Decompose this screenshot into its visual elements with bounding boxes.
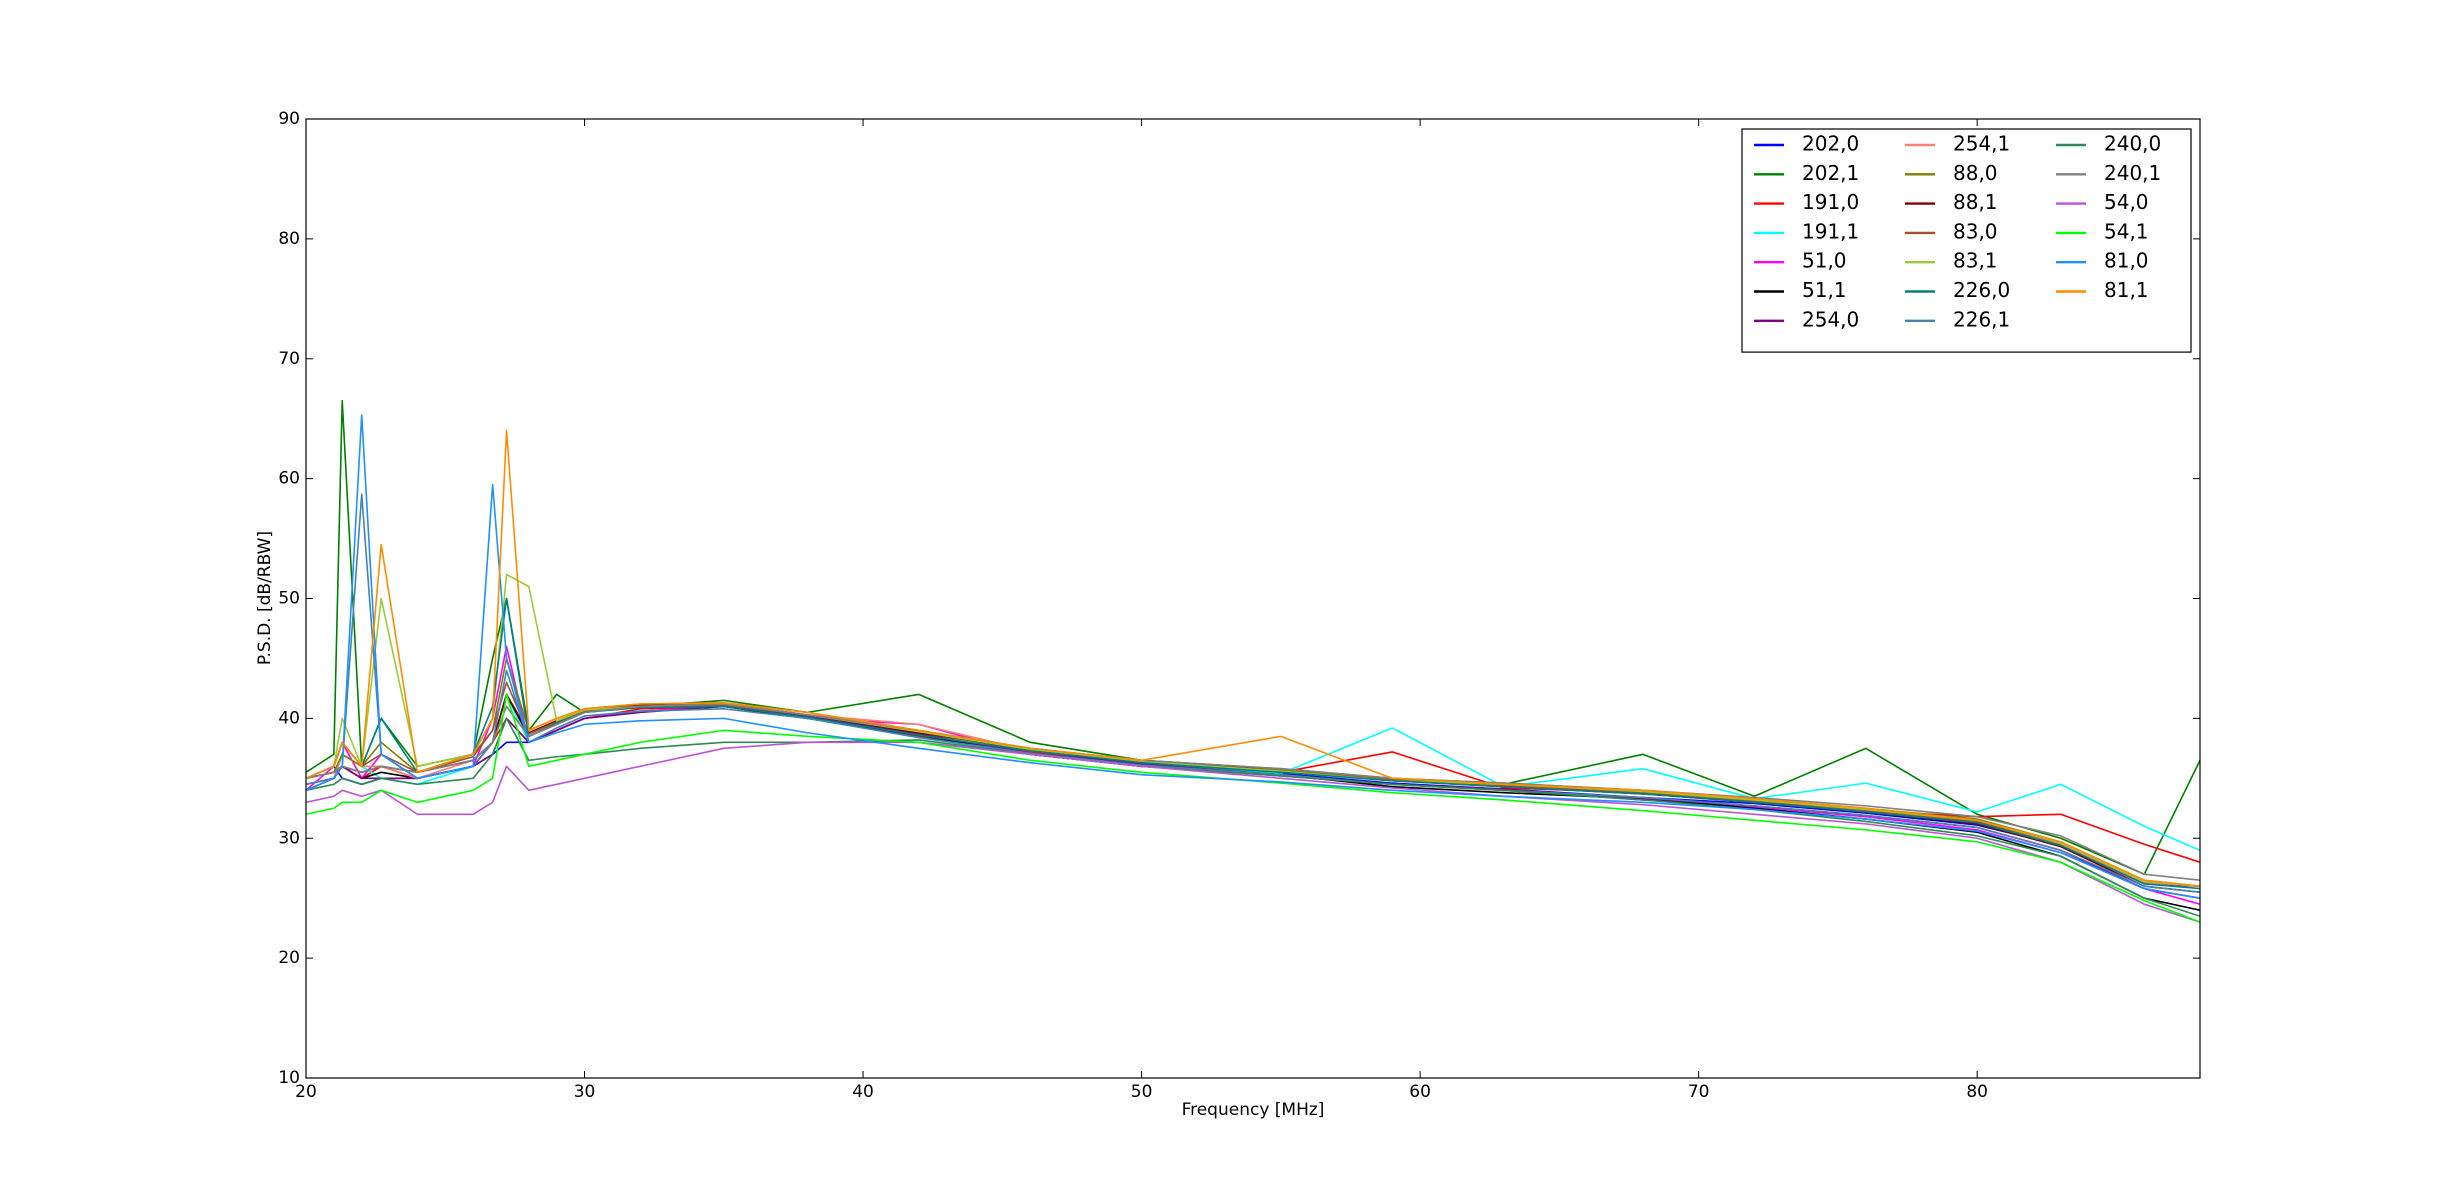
legend-label: 81,1 bbox=[2104, 278, 2149, 302]
y-tick-label: 10 bbox=[278, 1068, 300, 1088]
x-tick-label: 30 bbox=[574, 1082, 596, 1102]
legend: 202,0 202,1 191,0 191,1 51,0 51,1 254,0 254,1 88… bbox=[1741, 128, 2192, 353]
legend-label: 202,1 bbox=[1802, 161, 1859, 185]
legend-label: 202,0 bbox=[1802, 132, 1859, 156]
legend-label: 83,1 bbox=[1953, 249, 1998, 273]
y-axis-label: P.S.D. [dB/RBW] bbox=[255, 531, 275, 665]
legend-label: 83,0 bbox=[1953, 219, 1998, 243]
y-tick-label: 30 bbox=[278, 828, 300, 848]
x-tick-label: 70 bbox=[1688, 1082, 1710, 1102]
series-line bbox=[306, 717, 2200, 917]
series-line bbox=[306, 703, 2200, 882]
y-tick-label: 50 bbox=[278, 589, 300, 609]
legend-label: 51,0 bbox=[1802, 249, 1847, 273]
x-tick-label: 40 bbox=[852, 1082, 874, 1102]
x-tick-label: 50 bbox=[1131, 1082, 1153, 1102]
y-tick-label: 40 bbox=[278, 708, 300, 728]
plot-frame bbox=[305, 118, 2201, 1079]
x-axis-label: Frequency [MHz] bbox=[1182, 1100, 1325, 1120]
legend-label: 191,0 bbox=[1802, 190, 1859, 214]
y-tick-label: 20 bbox=[278, 948, 300, 968]
y-tick-label: 90 bbox=[278, 109, 300, 129]
legend-label: 226,0 bbox=[1953, 278, 2010, 302]
y-tick-label: 70 bbox=[278, 349, 300, 369]
series-line bbox=[306, 414, 2200, 899]
series-line bbox=[306, 429, 2200, 887]
legend-label: 254,1 bbox=[1953, 132, 2010, 156]
legend-label: 88,1 bbox=[1953, 190, 1998, 214]
legend-label: 226,1 bbox=[1953, 307, 2010, 331]
legend-label: 191,1 bbox=[1802, 219, 1859, 243]
legend-label: 240,1 bbox=[2104, 161, 2161, 185]
legend-label: 240,0 bbox=[2104, 132, 2161, 156]
legend-box bbox=[1741, 128, 2192, 353]
legend-label: 254,0 bbox=[1802, 307, 1859, 331]
series-line bbox=[306, 741, 2200, 923]
x-tick-label: 60 bbox=[1409, 1082, 1431, 1102]
legend-label: 54,1 bbox=[2104, 219, 2149, 243]
legend-label: 54,0 bbox=[2104, 190, 2149, 214]
legend-label: 88,0 bbox=[1953, 161, 1998, 185]
y-tick-label: 80 bbox=[278, 229, 300, 249]
series-line bbox=[306, 597, 2200, 890]
y-tick-label: 60 bbox=[278, 469, 300, 489]
x-tick-label: 80 bbox=[1966, 1082, 1988, 1102]
legend-label: 81,0 bbox=[2104, 249, 2149, 273]
series-line bbox=[306, 693, 2200, 923]
x-tick-label: 20 bbox=[295, 1082, 317, 1102]
series-line bbox=[306, 399, 2200, 876]
legend-label: 51,1 bbox=[1802, 278, 1847, 302]
lines bbox=[306, 399, 2200, 923]
